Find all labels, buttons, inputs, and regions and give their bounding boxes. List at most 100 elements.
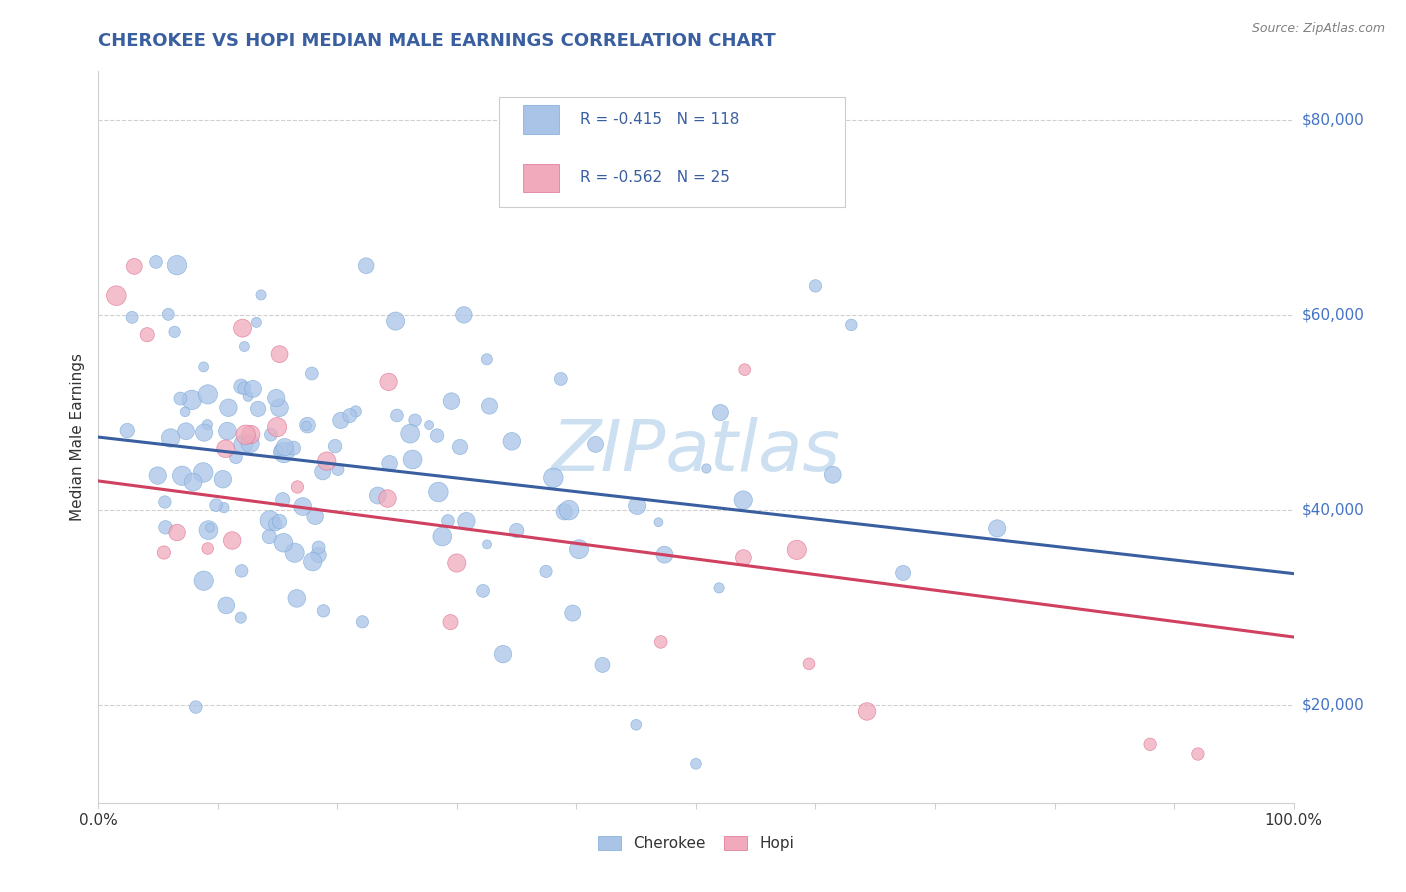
Point bbox=[225, 450, 247, 465]
Point bbox=[266, 420, 288, 434]
Point bbox=[986, 521, 1008, 535]
FancyBboxPatch shape bbox=[523, 163, 558, 192]
Point bbox=[804, 279, 827, 293]
Point bbox=[214, 442, 236, 456]
Point bbox=[260, 427, 283, 442]
Point bbox=[404, 413, 426, 427]
Point bbox=[456, 514, 478, 528]
Point bbox=[592, 657, 614, 672]
Point bbox=[856, 705, 879, 719]
Point bbox=[315, 454, 337, 468]
Text: $60,000: $60,000 bbox=[1302, 308, 1365, 323]
Point bbox=[205, 498, 228, 512]
Point bbox=[283, 441, 305, 455]
Point bbox=[239, 436, 262, 450]
Point bbox=[193, 425, 215, 440]
Point bbox=[841, 318, 863, 332]
Point bbox=[568, 542, 591, 557]
Point bbox=[117, 424, 139, 438]
Point bbox=[217, 424, 239, 438]
Point bbox=[339, 409, 361, 423]
Point bbox=[269, 347, 291, 361]
Point bbox=[585, 437, 607, 451]
Point bbox=[231, 321, 253, 335]
Point bbox=[543, 471, 565, 485]
Point bbox=[197, 541, 219, 556]
Point bbox=[401, 452, 423, 467]
Point bbox=[437, 514, 460, 528]
Point bbox=[378, 456, 401, 470]
Point bbox=[239, 427, 262, 442]
Point bbox=[172, 468, 194, 483]
Point bbox=[269, 401, 291, 415]
Point bbox=[146, 468, 169, 483]
Point bbox=[153, 495, 176, 509]
Point bbox=[797, 657, 820, 671]
Point bbox=[174, 405, 197, 419]
Point bbox=[472, 583, 495, 598]
Point bbox=[166, 525, 188, 540]
Point bbox=[145, 255, 167, 269]
Point bbox=[1187, 747, 1209, 761]
Point bbox=[136, 327, 159, 342]
Point bbox=[233, 339, 256, 353]
Point bbox=[242, 382, 264, 396]
Point bbox=[295, 418, 318, 433]
Point bbox=[217, 401, 239, 415]
Point bbox=[301, 555, 323, 569]
Point bbox=[501, 434, 523, 449]
Point bbox=[695, 461, 717, 475]
Point bbox=[654, 548, 676, 562]
Point bbox=[193, 466, 215, 480]
Point bbox=[550, 372, 572, 386]
Point bbox=[212, 472, 235, 486]
Point bbox=[197, 387, 219, 401]
Point bbox=[180, 392, 202, 407]
Point bbox=[232, 437, 254, 451]
Point bbox=[446, 556, 468, 570]
Point bbox=[181, 475, 204, 489]
Text: R = -0.415   N = 118: R = -0.415 N = 118 bbox=[581, 112, 740, 127]
Point bbox=[174, 424, 197, 438]
Text: Source: ZipAtlas.com: Source: ZipAtlas.com bbox=[1251, 22, 1385, 36]
Point bbox=[626, 499, 648, 513]
Point bbox=[650, 635, 672, 649]
Point bbox=[291, 500, 314, 514]
Point bbox=[287, 480, 309, 494]
Point bbox=[184, 700, 207, 714]
Point bbox=[297, 418, 319, 433]
Text: ZIPatlas: ZIPatlas bbox=[551, 417, 841, 486]
Point bbox=[475, 537, 498, 551]
Point bbox=[195, 417, 218, 432]
Y-axis label: Median Male Earnings: Median Male Earnings bbox=[70, 353, 86, 521]
Point bbox=[221, 533, 243, 548]
Point bbox=[250, 288, 273, 302]
Point bbox=[534, 565, 557, 579]
Point bbox=[273, 535, 295, 549]
Point bbox=[285, 591, 308, 606]
Point bbox=[284, 546, 307, 560]
Point bbox=[506, 524, 529, 538]
Point bbox=[193, 359, 215, 374]
Point bbox=[308, 541, 330, 555]
Point bbox=[233, 381, 256, 395]
Point bbox=[344, 404, 367, 418]
Point bbox=[821, 467, 844, 482]
Point bbox=[304, 509, 326, 524]
Point bbox=[478, 399, 501, 413]
Point bbox=[323, 439, 346, 453]
Point bbox=[709, 405, 731, 419]
Point bbox=[269, 515, 291, 529]
Point bbox=[301, 367, 323, 381]
Point bbox=[155, 520, 177, 534]
Point bbox=[626, 718, 648, 732]
Point bbox=[312, 465, 335, 479]
Text: $40,000: $40,000 bbox=[1302, 503, 1365, 517]
Point bbox=[734, 362, 756, 376]
FancyBboxPatch shape bbox=[523, 105, 558, 134]
Point bbox=[197, 523, 219, 537]
Point bbox=[786, 542, 808, 557]
Point bbox=[231, 564, 253, 578]
Point bbox=[229, 610, 252, 624]
Text: R = -0.562   N = 25: R = -0.562 N = 25 bbox=[581, 170, 730, 186]
